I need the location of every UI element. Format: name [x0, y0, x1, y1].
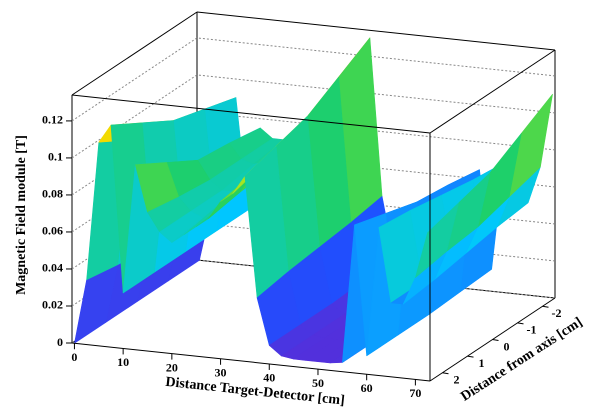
x-tick-label: 60 — [361, 381, 373, 395]
box-edge — [71, 342, 431, 382]
y-tick — [517, 322, 524, 325]
x-tick-label: 30 — [215, 366, 227, 380]
z-tick-label: 0.06 — [42, 224, 63, 238]
x-tick-label: 70 — [409, 386, 421, 400]
y-tick-label: 0 — [504, 339, 510, 353]
x-tick-label: 40 — [263, 371, 275, 385]
z-tick-label: 0.02 — [42, 298, 63, 312]
y-tick-label: -2 — [552, 306, 562, 320]
x-tick-label: 0 — [71, 350, 77, 364]
box-edge — [71, 94, 431, 134]
x-tick-label: 50 — [312, 376, 324, 390]
y-tick — [542, 305, 549, 308]
y-tick — [467, 355, 474, 358]
box-edge — [196, 11, 556, 51]
z-axis-title: Magnetic Field module [T] — [14, 135, 29, 295]
z-tick-label: 0.04 — [42, 261, 63, 275]
z-tick-label: 0.12 — [42, 113, 63, 127]
y-tick — [492, 339, 499, 341]
surface-cell — [415, 202, 460, 278]
y-tick-label: 2 — [454, 372, 460, 386]
y-tick-label: -1 — [527, 323, 537, 337]
z-tick-label: 0.1 — [48, 150, 63, 164]
box-edge — [71, 11, 198, 96]
y-tick — [442, 372, 449, 375]
x-tick-label: 10 — [117, 355, 129, 369]
box-edge — [429, 49, 556, 134]
y-tick-label: 1 — [479, 356, 485, 370]
z-tick-label: 0 — [57, 335, 63, 349]
y-axis-title: Distance from axis [cm] — [458, 315, 585, 405]
x-tick-label: 20 — [166, 360, 178, 374]
z-tick-label: 0.08 — [42, 187, 63, 201]
